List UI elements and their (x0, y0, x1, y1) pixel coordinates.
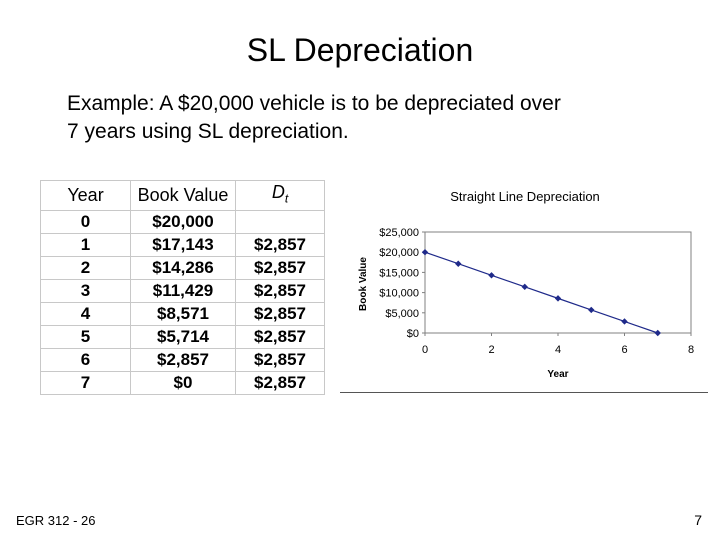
cell-book-value: $8,571 (130, 301, 236, 326)
series-line (424, 251, 658, 334)
x-tick-label: 4 (555, 344, 561, 356)
chart-underline (340, 392, 708, 393)
x-tick-label: 8 (688, 344, 694, 356)
y-tick-label: $15,000 (379, 267, 419, 279)
depreciation-chart: Straight Line Depreciation Book Value Ye… (358, 189, 694, 380)
cell-dt: $2,857 (235, 232, 325, 257)
data-point (455, 260, 462, 267)
cell-dt: $2,857 (235, 301, 325, 326)
table-row: 1 $17,143 $2,857 (40, 232, 325, 257)
table-row: 6 $2,857 $2,857 (40, 347, 325, 372)
table-row: 7 $0 $2,857 (40, 370, 325, 395)
data-point (654, 329, 661, 337)
header-year: Year (40, 180, 131, 211)
slide-title: SL Depreciation (246, 32, 474, 68)
data-point (421, 249, 429, 256)
cell-book-value: $2,857 (130, 347, 236, 372)
cell-dt: $2,857 (235, 370, 325, 395)
data-point (554, 295, 562, 302)
cell-year: 5 (40, 324, 131, 349)
data-point (621, 318, 628, 325)
cell-year: 0 (40, 209, 131, 234)
table-row: 5 $5,714 $2,857 (40, 324, 325, 349)
cell-year: 2 (40, 255, 131, 280)
y-tick-label: $10,000 (379, 288, 419, 300)
cell-book-value: $5,714 (130, 324, 236, 349)
intro-line-2: 7 years using SL depreciation. (67, 120, 349, 143)
cell-book-value: $20,000 (130, 209, 236, 234)
data-point (521, 283, 528, 291)
y-tick-label: $20,000 (379, 247, 419, 259)
cell-dt: $2,857 (235, 324, 325, 349)
intro-line-1: Example: A $20,000 vehicle is to be depr… (67, 92, 561, 115)
header-book-value: Book Value (130, 180, 236, 211)
table-row: 4 $8,571 $2,857 (40, 301, 325, 326)
page-number: 7 (694, 512, 702, 528)
cell-book-value: $11,429 (130, 278, 236, 303)
y-tick-label: $5,000 (385, 308, 419, 320)
intro-text: Example: A $20,000 vehicle is to be depr… (67, 90, 687, 146)
x-axis-label: Year (547, 369, 568, 380)
cell-dt: $2,857 (235, 347, 325, 372)
header-dt: Dt (235, 180, 325, 211)
table-header-row: Year Book Value Dt (40, 180, 325, 211)
footer-course-label: EGR 312 - 26 (16, 513, 96, 528)
table-row: 0 $20,000 (40, 209, 325, 234)
cell-year: 3 (40, 278, 131, 303)
x-tick-label: 6 (621, 344, 627, 356)
x-tick-label: 2 (488, 344, 494, 356)
cell-book-value: $14,286 (130, 255, 236, 280)
chart-title: Straight Line Depreciation (450, 189, 600, 204)
cell-dt: $2,857 (235, 255, 325, 280)
cell-dt (235, 209, 325, 234)
cell-dt: $2,857 (235, 278, 325, 303)
plot-area: $0 $5,000 $10,000 $15,000 $20,000 $25,000 0 2 4 6… (379, 227, 694, 356)
y-tick-label: $0 (407, 328, 419, 340)
y-axis-label: Book Value (358, 257, 369, 311)
table-row: 3 $11,429 $2,857 (40, 278, 325, 303)
cell-book-value: $0 (130, 370, 236, 395)
plot-frame (424, 231, 692, 334)
cell-year: 1 (40, 232, 131, 257)
y-tick-label: $25,000 (379, 227, 419, 239)
table-row: 2 $14,286 $2,857 (40, 255, 325, 280)
cell-year: 6 (40, 347, 131, 372)
cell-year: 7 (40, 370, 131, 395)
data-point (588, 306, 595, 314)
cell-year: 4 (40, 301, 131, 326)
depreciation-table: Year Book Value Dt 0 $20,000 1 $17,143 $2,8… (40, 180, 325, 395)
header-dt-sub: t (284, 191, 289, 206)
x-tick-label: 0 (422, 344, 428, 356)
header-dt-main: D (271, 182, 285, 202)
cell-book-value: $17,143 (130, 232, 236, 257)
data-point (488, 272, 495, 279)
